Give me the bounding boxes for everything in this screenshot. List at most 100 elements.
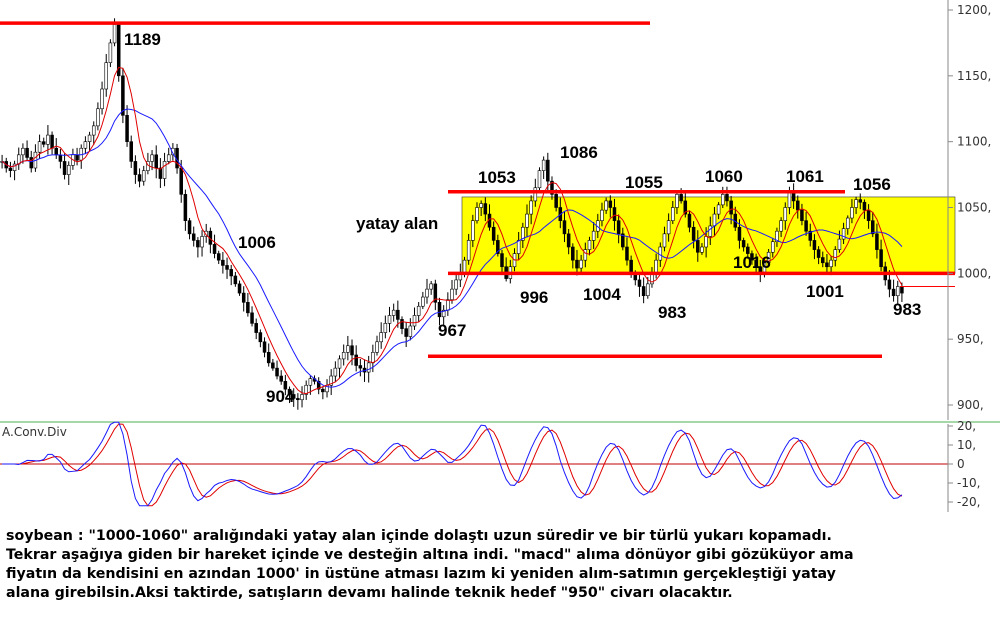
candle-body bbox=[721, 194, 725, 206]
candle-body bbox=[283, 380, 288, 390]
candle-body bbox=[571, 246, 575, 261]
candle-body bbox=[400, 319, 404, 329]
candle-body bbox=[179, 167, 183, 195]
indicator-tick-label: 20, bbox=[957, 419, 976, 433]
candle-body bbox=[133, 161, 138, 175]
candle-body bbox=[50, 134, 54, 149]
candle-body bbox=[54, 147, 58, 156]
indicator-panel: A.Conv.Div 20, 10, 0 -10, -20, bbox=[0, 419, 980, 512]
candle-body bbox=[804, 220, 808, 232]
candle-body bbox=[658, 246, 663, 261]
candle-body bbox=[308, 378, 313, 386]
candle-body bbox=[333, 367, 338, 377]
candle-body bbox=[125, 115, 129, 142]
indicator-signal-line bbox=[2, 423, 903, 507]
price-axis-ticks: 1200, 1150, 1100, 1050, 1000, 950, 900, bbox=[948, 3, 991, 412]
candle-body bbox=[425, 288, 429, 298]
candle-body bbox=[691, 226, 696, 241]
candle-body bbox=[196, 240, 200, 248]
candle-body bbox=[158, 167, 163, 179]
level-lines bbox=[0, 21, 955, 359]
y-tick-label: 950, bbox=[957, 332, 984, 346]
candle-body bbox=[771, 241, 775, 253]
candle-body bbox=[870, 220, 875, 235]
candle-body bbox=[350, 345, 354, 356]
candle-body bbox=[321, 388, 325, 393]
candle-body bbox=[21, 147, 25, 156]
candle-body bbox=[171, 147, 175, 156]
candle-body bbox=[716, 204, 721, 215]
candle-body bbox=[75, 154, 79, 161]
candle-body bbox=[671, 207, 675, 221]
candle-body bbox=[533, 187, 538, 202]
candle-body bbox=[91, 125, 96, 136]
candle-body bbox=[421, 296, 425, 307]
price-annotation: 1004 bbox=[583, 285, 621, 304]
candle-body bbox=[141, 170, 146, 182]
candle-body bbox=[483, 203, 488, 215]
candle-body bbox=[437, 301, 442, 318]
candle-body bbox=[700, 246, 704, 253]
price-annotation: 1061 bbox=[786, 167, 824, 186]
candle-body bbox=[600, 209, 604, 221]
candle-body bbox=[466, 240, 471, 261]
candle-body bbox=[300, 394, 304, 401]
candle-body bbox=[454, 279, 458, 290]
candle-body bbox=[629, 259, 633, 274]
price-annotation: 967 bbox=[438, 321, 466, 340]
y-tick-label: 1200, bbox=[957, 3, 991, 17]
candle-body bbox=[150, 154, 154, 162]
candle-body bbox=[537, 170, 542, 189]
candle-body bbox=[275, 367, 279, 377]
candle-body bbox=[675, 194, 679, 208]
candle-body bbox=[100, 88, 104, 110]
candle-body bbox=[396, 309, 400, 320]
candle-body bbox=[441, 309, 446, 318]
price-annotation: 1055 bbox=[625, 173, 663, 192]
candle-body bbox=[621, 233, 625, 248]
candle-body bbox=[446, 299, 450, 311]
candle-body bbox=[679, 194, 683, 202]
candle-body bbox=[666, 220, 671, 235]
candle-body bbox=[187, 220, 192, 235]
candle-body bbox=[750, 253, 754, 261]
candle-body bbox=[258, 332, 263, 343]
candle-body bbox=[391, 309, 396, 316]
candle-body bbox=[37, 141, 42, 153]
candle-body bbox=[379, 332, 383, 343]
candle-body bbox=[516, 240, 521, 254]
candle-body bbox=[608, 200, 613, 208]
price-annotation: 1060 bbox=[705, 167, 743, 186]
candle-body bbox=[546, 159, 550, 182]
candle-body bbox=[846, 217, 850, 229]
candle-body bbox=[479, 203, 483, 208]
price-annotation: yatay alan bbox=[356, 214, 438, 233]
candle-body bbox=[237, 283, 242, 294]
indicator-tick-label: -20, bbox=[957, 495, 980, 509]
candle-body bbox=[166, 154, 171, 162]
price-annotation: 983 bbox=[893, 300, 921, 319]
candle-body bbox=[854, 199, 858, 208]
candle-body bbox=[8, 167, 13, 171]
candle-body bbox=[575, 259, 579, 269]
candle-body bbox=[262, 341, 267, 353]
candle-body bbox=[821, 257, 825, 264]
candle-body bbox=[766, 251, 771, 264]
candle-body bbox=[121, 75, 125, 116]
candle-body bbox=[683, 200, 688, 215]
candle-body bbox=[587, 240, 592, 250]
candle-body bbox=[337, 358, 342, 369]
candle-body bbox=[529, 200, 533, 215]
candle-body bbox=[291, 394, 296, 399]
y-tick-label: 1050, bbox=[957, 201, 991, 215]
candle-body bbox=[887, 279, 892, 290]
candle-body bbox=[862, 201, 867, 211]
candle-body bbox=[604, 200, 608, 211]
candle-body bbox=[191, 233, 196, 241]
price-annotation: 1001 bbox=[806, 282, 844, 301]
candle-body bbox=[879, 249, 883, 268]
indicator-tick-label: -10, bbox=[957, 476, 980, 490]
price-annotation: 1086 bbox=[560, 143, 598, 162]
candle-body bbox=[221, 259, 225, 266]
candle-body bbox=[637, 279, 642, 287]
